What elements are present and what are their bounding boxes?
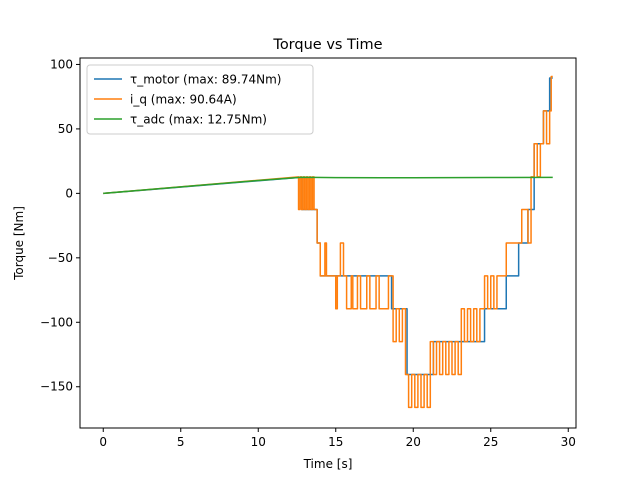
series-line-3: [103, 176, 553, 195]
x-tick-label: 5: [177, 435, 185, 449]
legend: τ_motor (max: 89.74Nm) i_q (max: 90.64A) τ…: [86, 64, 314, 135]
series-line-2: [103, 75, 553, 409]
y-tick-label: 0: [65, 186, 73, 200]
plot-frame: [79, 57, 577, 429]
y-tick-label: −50: [48, 251, 73, 265]
y-axis-ticks: −150 −100 −50 0 50 100: [40, 57, 80, 394]
x-tick-label: 25: [483, 435, 498, 449]
x-axis-ticks: 0 5 10 15 20 25 30: [99, 428, 576, 449]
x-tick-label: 20: [406, 435, 421, 449]
x-tick-label: 30: [561, 435, 576, 449]
legend-box: [86, 64, 314, 135]
x-tick-label: 0: [99, 435, 107, 449]
plot-area: [103, 75, 553, 409]
x-tick-label: 15: [328, 435, 343, 449]
legend-entry-1: τ_motor (max: 89.74Nm): [130, 73, 281, 87]
y-tick-label: −100: [40, 315, 73, 329]
y-axis-label: Torque [Nm]: [12, 206, 26, 281]
y-tick-label: 100: [50, 57, 73, 71]
y-tick-label: 50: [58, 122, 73, 136]
legend-entry-2: i_q (max: 90.64A): [130, 93, 237, 107]
x-axis-label: Time [s]: [303, 457, 353, 471]
y-tick-label: −150: [40, 380, 73, 394]
x-tick-label: 10: [251, 435, 266, 449]
chart-title: Torque vs Time: [272, 37, 382, 53]
legend-entry-3: τ_adc (max: 12.75Nm): [130, 113, 267, 127]
